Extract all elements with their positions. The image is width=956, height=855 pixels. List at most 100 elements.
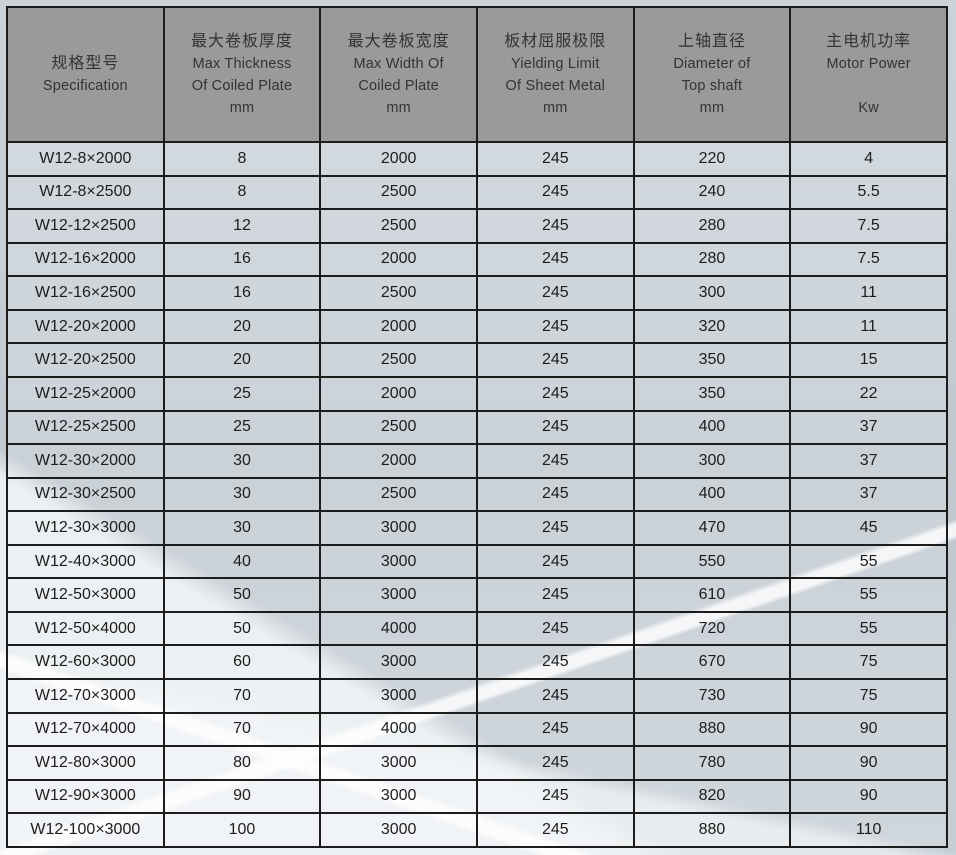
value-cell-top_shaft_diameter_mm: 610	[632, 577, 792, 613]
table-row: W12-60×3000 60 3000 245 670 75	[6, 644, 948, 680]
value-cell-top_shaft_diameter_mm: 470	[632, 510, 792, 546]
spec-cell: W12-30×3000	[6, 510, 165, 546]
table-row: W12-16×2500 16 2500 245 300 11	[6, 275, 948, 311]
spec-cell: W12-90×3000	[6, 778, 165, 815]
value-cell-motor_power_kw: 90	[789, 745, 948, 781]
value-cell-yielding_limit_mm: 245	[475, 678, 635, 714]
column-header-yielding_limit_mm: 板材屈服极限 Yielding Limit Of Sheet Metal mm	[475, 6, 635, 143]
value-cell-max_thickness_mm: 8	[162, 174, 322, 211]
value-cell-yielding_limit_mm: 245	[475, 711, 635, 748]
value-cell-top_shaft_diameter_mm: 350	[632, 342, 792, 378]
column-header-zh: 规格型号	[51, 54, 120, 72]
value-cell-max_width_mm: 3000	[319, 678, 478, 714]
value-cell-motor_power_kw: 90	[789, 711, 948, 748]
column-header-line: Yielding Limit	[511, 55, 600, 72]
column-header-zh: 板材屈服极限	[504, 32, 607, 50]
value-cell-motor_power_kw: 75	[789, 644, 948, 680]
value-cell-max_width_mm: 2500	[319, 342, 478, 378]
value-cell-max_width_mm: 2500	[319, 174, 478, 211]
value-cell-yielding_limit_mm: 245	[475, 308, 635, 345]
value-cell-motor_power_kw: 90	[789, 778, 948, 815]
table-row: W12-25×2500 25 2500 245 400 37	[6, 409, 948, 446]
spec-cell: W12-16×2500	[6, 275, 165, 311]
value-cell-max_thickness_mm: 12	[162, 208, 322, 244]
table-row: W12-16×2000 16 2000 245 280 7.5	[6, 241, 948, 278]
value-cell-max_width_mm: 3000	[319, 644, 478, 680]
value-cell-max_thickness_mm: 16	[162, 275, 322, 311]
value-cell-yielding_limit_mm: 245	[475, 476, 635, 513]
column-header-line: Kw	[858, 99, 879, 116]
value-cell-max_width_mm: 2500	[319, 409, 478, 446]
value-cell-max_width_mm: 2500	[319, 275, 478, 311]
column-header-line: Motor Power	[826, 55, 911, 72]
table-row: W12-50×3000 50 3000 245 610 55	[6, 577, 948, 613]
value-cell-max_thickness_mm: 30	[162, 510, 322, 546]
value-cell-motor_power_kw: 55	[789, 610, 948, 647]
value-cell-max_width_mm: 2000	[319, 375, 478, 412]
value-cell-max_width_mm: 2000	[319, 443, 478, 479]
value-cell-motor_power_kw: 55	[789, 577, 948, 613]
value-cell-max_width_mm: 2000	[319, 241, 478, 278]
value-cell-max_width_mm: 3000	[319, 543, 478, 580]
value-cell-top_shaft_diameter_mm: 220	[632, 141, 792, 177]
table-row: W12-20×2000 20 2000 245 320 11	[6, 308, 948, 345]
value-cell-top_shaft_diameter_mm: 720	[632, 610, 792, 647]
value-cell-top_shaft_diameter_mm: 350	[632, 375, 792, 412]
value-cell-max_width_mm: 2500	[319, 208, 478, 244]
column-header-zh: 最大卷板宽度	[347, 32, 450, 50]
column-header-max_thickness_mm: 最大卷板厚度 Max Thickness Of Coiled Plate mm	[162, 6, 322, 143]
spec-cell: W12-80×3000	[6, 745, 165, 781]
table-row: W12-8×2500 8 2500 245 240 5.5	[6, 174, 948, 211]
spec-cell: W12-8×2000	[6, 141, 165, 177]
spec-cell: W12-30×2000	[6, 443, 165, 479]
value-cell-max_thickness_mm: 30	[162, 476, 322, 513]
value-cell-motor_power_kw: 37	[789, 476, 948, 513]
column-header-line: Max Thickness	[192, 55, 292, 72]
column-header-line: Top shaft	[681, 77, 743, 94]
spec-cell: W12-50×4000	[6, 610, 165, 647]
value-cell-max_thickness_mm: 70	[162, 678, 322, 714]
spec-cell: W12-30×2500	[6, 476, 165, 513]
value-cell-max_thickness_mm: 50	[162, 610, 322, 647]
value-cell-motor_power_kw: 55	[789, 543, 948, 580]
value-cell-yielding_limit_mm: 245	[475, 812, 635, 848]
value-cell-yielding_limit_mm: 245	[475, 141, 635, 177]
value-cell-max_thickness_mm: 25	[162, 409, 322, 446]
value-cell-motor_power_kw: 45	[789, 510, 948, 546]
table-row: W12-20×2500 20 2500 245 350 15	[6, 342, 948, 378]
value-cell-max_width_mm: 2500	[319, 476, 478, 513]
spec-cell: W12-70×3000	[6, 678, 165, 714]
value-cell-yielding_limit_mm: 245	[475, 375, 635, 412]
value-cell-max_thickness_mm: 100	[162, 812, 322, 848]
value-cell-top_shaft_diameter_mm: 300	[632, 443, 792, 479]
value-cell-yielding_limit_mm: 245	[475, 778, 635, 815]
table-row: W12-70×3000 70 3000 245 730 75	[6, 678, 948, 714]
column-header-max_width_mm: 最大卷板宽度 Max Width Of Coiled Plate mm	[319, 6, 478, 143]
value-cell-yielding_limit_mm: 245	[475, 543, 635, 580]
value-cell-max_width_mm: 3000	[319, 812, 478, 848]
value-cell-motor_power_kw: 110	[789, 812, 948, 848]
value-cell-motor_power_kw: 5.5	[789, 174, 948, 211]
header-row: 规格型号 Specification 最大卷板厚度 Max Thickness Of C…	[6, 6, 948, 143]
spec-cell: W12-25×2000	[6, 375, 165, 412]
table-row: W12-30×2000 30 2000 245 300 37	[6, 443, 948, 479]
value-cell-yielding_limit_mm: 245	[475, 443, 635, 479]
table-row: W12-40×3000 40 3000 245 550 55	[6, 543, 948, 580]
value-cell-yielding_limit_mm: 245	[475, 342, 635, 378]
spec-cell: W12-50×3000	[6, 577, 165, 613]
table-row: W12-12×2500 12 2500 245 280 7.5	[6, 208, 948, 244]
value-cell-top_shaft_diameter_mm: 280	[632, 208, 792, 244]
column-header-line	[791, 75, 946, 97]
value-cell-motor_power_kw: 11	[789, 275, 948, 311]
value-cell-max_width_mm: 2000	[319, 141, 478, 177]
value-cell-yielding_limit_mm: 245	[475, 241, 635, 278]
value-cell-top_shaft_diameter_mm: 730	[632, 678, 792, 714]
column-header-line: Of Coiled Plate	[191, 77, 293, 94]
column-header-line: Diameter of	[673, 55, 751, 72]
value-cell-top_shaft_diameter_mm: 550	[632, 543, 792, 580]
value-cell-motor_power_kw: 22	[789, 375, 948, 412]
table-row: W12-90×3000 90 3000 245 820 90	[6, 778, 948, 815]
table-row: W12-8×2000 8 2000 245 220 4	[6, 141, 948, 177]
column-header-line: mm	[543, 99, 568, 116]
value-cell-max_thickness_mm: 20	[162, 308, 322, 345]
